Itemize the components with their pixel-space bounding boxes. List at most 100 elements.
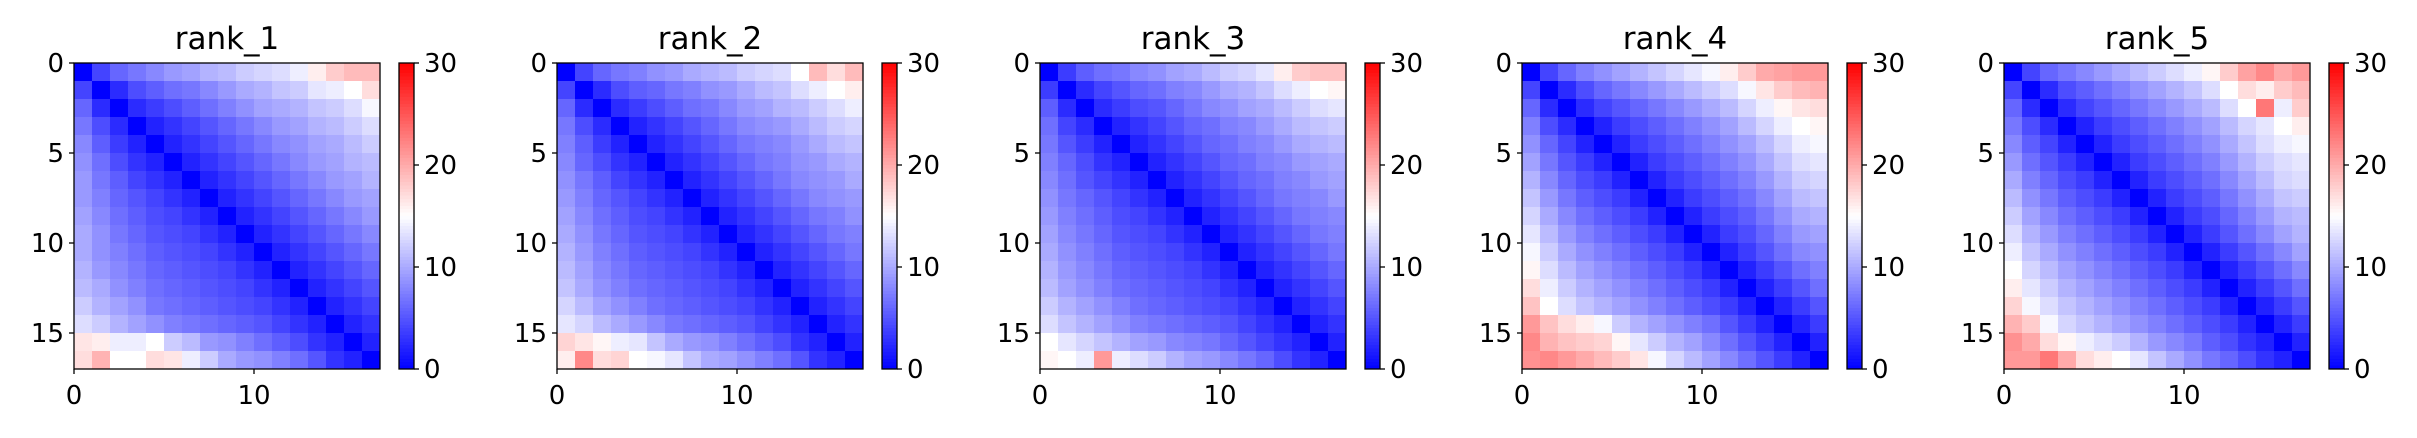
heatmap-cell <box>1774 351 1793 370</box>
heatmap-cell <box>1594 225 1613 244</box>
heatmap-cell <box>2220 261 2239 280</box>
heatmap-cell <box>1702 99 1721 118</box>
colorbar-segment <box>399 165 414 169</box>
heatmap-cell <box>1148 189 1167 208</box>
heatmap-cell <box>1202 99 1221 118</box>
heatmap-cell <box>1040 351 1059 370</box>
heatmap-cell <box>326 135 345 154</box>
heatmap-cell <box>2004 171 2023 190</box>
heatmap-cell <box>2256 153 2275 172</box>
heatmap-cell <box>1274 297 1293 316</box>
colorbar-segment <box>399 141 414 146</box>
heatmap-cell <box>647 297 666 316</box>
colorbar-segment <box>1365 294 1380 299</box>
heatmap-cell <box>2130 81 2149 100</box>
colorbar-segment <box>1847 222 1862 227</box>
colorbar-segment <box>399 93 414 98</box>
heatmap-cell <box>629 117 648 136</box>
heatmap-cell <box>344 135 363 154</box>
heatmap-cell <box>1612 261 1631 280</box>
colorbar-segment <box>1847 246 1862 251</box>
colorbar-segment <box>1847 352 1862 356</box>
colorbar-segment <box>1847 348 1862 353</box>
colorbar-segment <box>882 246 897 251</box>
heatmap-cell <box>1522 171 1541 190</box>
heatmap-cell <box>1666 63 1685 82</box>
heatmap-cell <box>1792 189 1811 208</box>
heatmap-cell <box>755 351 774 370</box>
colorbar-segment <box>1847 66 1862 71</box>
colorbar-segment <box>2329 287 2344 292</box>
colorbar-segment <box>399 318 414 322</box>
heatmap-cell <box>218 153 237 172</box>
colorbar-tick-label: 30 <box>1390 49 1423 79</box>
heatmap-cell <box>1702 351 1721 370</box>
heatmap-cell <box>110 189 129 208</box>
heatmap-cell <box>1130 171 1149 190</box>
heatmap-cell <box>1756 153 1775 172</box>
colorbar-segment <box>399 192 414 197</box>
colorbar-segment <box>1847 154 1862 159</box>
heatmap-cell <box>1292 99 1311 118</box>
heatmap-cell <box>1738 225 1757 244</box>
heatmap-cell <box>665 63 684 82</box>
heatmap-cell <box>2202 225 2221 244</box>
heatmap-cell <box>2148 171 2167 190</box>
heatmap-cell <box>827 279 846 298</box>
heatmap-cell <box>1594 207 1613 226</box>
heatmap-cell <box>1576 81 1595 100</box>
colorbar-segment <box>1847 341 1862 346</box>
colorbar-segment <box>1847 182 1862 186</box>
colorbar-segment <box>2329 321 2344 326</box>
heatmap-cell <box>2184 171 2203 190</box>
heatmap-cell <box>737 279 756 298</box>
colorbar-segment <box>1365 114 1380 118</box>
heatmap-cell <box>218 135 237 154</box>
heatmap-cell <box>1720 261 1739 280</box>
colorbar-segment <box>399 66 414 71</box>
heatmap-cell <box>719 225 738 244</box>
heatmap-cell <box>755 63 774 82</box>
heatmap-cell <box>1702 279 1721 298</box>
heatmap-cell <box>362 297 381 316</box>
heatmap-cell <box>1792 171 1811 190</box>
colorbar-segment <box>2329 165 2344 169</box>
heatmap-cell <box>845 333 864 352</box>
heatmap-cell <box>1184 225 1203 244</box>
heatmap-cell <box>665 279 684 298</box>
heatmap-cell <box>1076 297 1095 316</box>
heatmap-cell <box>200 333 219 352</box>
heatmap-cell <box>2004 153 2023 172</box>
heatmap-cell <box>2238 261 2257 280</box>
heatmap-cell <box>1076 153 1095 172</box>
heatmap-cell <box>1684 279 1703 298</box>
heatmap-cell <box>254 297 273 316</box>
heatmap-cell <box>1220 351 1239 370</box>
heatmap-cell <box>557 153 576 172</box>
colorbar-segment <box>882 144 897 149</box>
heatmap-cell <box>128 171 147 190</box>
heatmap-cell <box>1540 333 1559 352</box>
heatmap-cell <box>290 315 309 334</box>
heatmap-cell <box>2094 207 2113 226</box>
heatmap-cell <box>1238 225 1257 244</box>
heatmap-cell <box>2166 135 2185 154</box>
heatmap-cell <box>845 261 864 280</box>
heatmap-cell <box>773 117 792 136</box>
heatmap-cell <box>2238 315 2257 334</box>
heatmap-cell <box>1594 189 1613 208</box>
y-tick-label: 15 <box>31 319 64 349</box>
colorbar-segment <box>399 222 414 227</box>
heatmap-cell <box>1058 315 1077 334</box>
heatmap-cell <box>1166 207 1185 226</box>
heatmap-cell <box>1720 81 1739 100</box>
colorbar-segment <box>882 195 897 200</box>
heatmap-cell <box>1576 153 1595 172</box>
heatmap-cell <box>2094 225 2113 244</box>
colorbar-segment <box>1847 365 1862 370</box>
heatmap-cell <box>611 243 630 262</box>
